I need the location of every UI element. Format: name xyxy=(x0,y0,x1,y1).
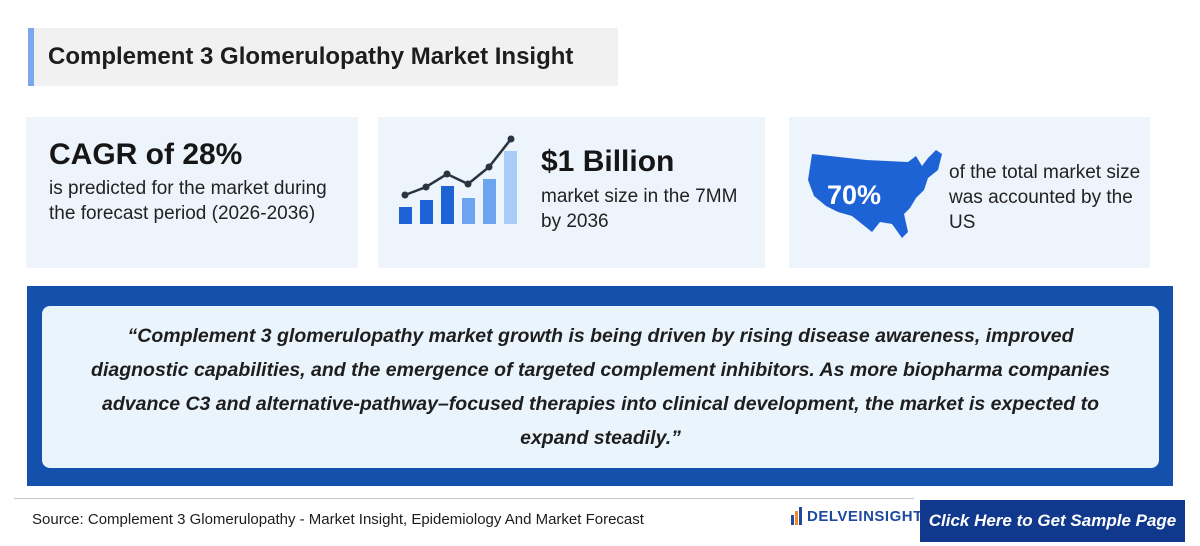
quote-text: “Complement 3 glomerulopathy market grow… xyxy=(91,325,1110,449)
source-citation: Source: Complement 3 Glomerulopathy - Ma… xyxy=(32,511,644,528)
page-title: Complement 3 Glomerulopathy Market Insig… xyxy=(48,43,574,70)
us-share-headline: 70% xyxy=(827,180,881,210)
title-accent-bar xyxy=(28,28,34,86)
cagr-text: is predicted for the market during the f… xyxy=(49,178,327,224)
cagr-card: CAGR of 28% is predicted for the market … xyxy=(26,117,358,268)
usa-map-icon: 70% xyxy=(808,150,942,238)
cagr-headline: CAGR of 28% xyxy=(49,138,243,171)
us-share-text: of the total market size was accounted b… xyxy=(949,162,1141,233)
get-sample-page-button[interactable]: Click Here to Get Sample Page xyxy=(920,500,1185,542)
market-size-headline: $1 Billion xyxy=(541,145,675,178)
market-size-text: market size in the 7MM by 2036 xyxy=(541,186,738,232)
quote-box: “Complement 3 glomerulopathy market grow… xyxy=(42,306,1159,468)
logo-text: DELVEINSIGHT xyxy=(807,507,923,525)
growth-bar-chart-icon xyxy=(399,135,517,224)
delveinsight-logo: DELVEINSIGHT xyxy=(790,506,923,526)
footer-divider xyxy=(14,498,914,499)
market-size-card: $1 Billion market size in the 7MM by 203… xyxy=(378,117,765,268)
delveinsight-logo-icon xyxy=(791,507,802,525)
title-banner: Complement 3 Glomerulopathy Market Insig… xyxy=(28,28,618,86)
quote-panel: “Complement 3 glomerulopathy market grow… xyxy=(27,286,1173,486)
us-share-card: 70% of the total market size was account… xyxy=(789,117,1150,268)
